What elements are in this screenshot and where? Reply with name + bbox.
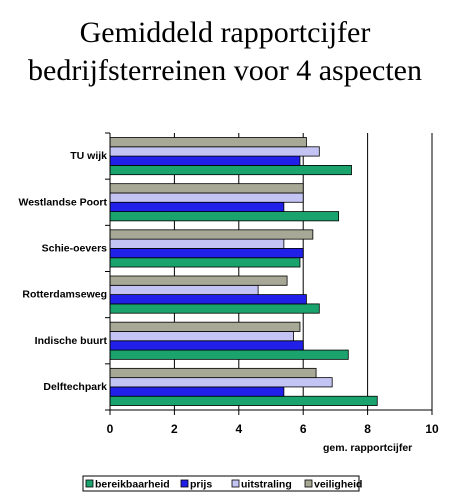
bar-veiligheid-1: [109, 183, 304, 194]
bar-bereikbaarheid-5: [109, 395, 378, 406]
category-label-5: Delftechpark: [43, 381, 107, 393]
legend-swatch-uitstraling: [231, 479, 240, 488]
x-tick-label-4: 4: [235, 422, 242, 436]
bar-uitstraling-4: [109, 331, 294, 342]
bar-uitstraling-0: [109, 146, 320, 157]
bar-bereikbaarheid-2: [109, 257, 301, 268]
x-tick-label-8: 8: [364, 422, 371, 436]
x-axis-title: gem. rapportcijfer: [323, 442, 412, 454]
bar-bereikbaarheid-3: [109, 303, 320, 314]
legend-label-bereikbaarheid: bereikbaarheid: [95, 479, 170, 491]
chart-title: Gemiddeld rapportcijfer bedrijfsterreine…: [0, 14, 450, 90]
bar-uitstraling-3: [109, 284, 259, 295]
bar-veiligheid-2: [109, 229, 314, 240]
bar-prijs-4: [109, 340, 304, 351]
bar-uitstraling-5: [109, 377, 333, 388]
bar-uitstraling-2: [109, 238, 285, 249]
axes: [105, 132, 433, 415]
category-label-4: Indische buurt: [35, 335, 108, 347]
legend-label-prijs: prijs: [190, 479, 212, 491]
bar-uitstraling-1: [109, 192, 304, 203]
x-tick-label-2: 2: [171, 422, 178, 436]
bar-prijs-3: [109, 294, 307, 305]
legend-swatch-bereikbaarheid: [85, 479, 94, 488]
bars: [109, 137, 378, 406]
bar-prijs-0: [109, 155, 301, 166]
legend-swatch-veiligheid: [304, 479, 313, 488]
bar-bereikbaarheid-0: [109, 164, 352, 176]
chart-title-line-1: Gemiddeld rapportcijfer: [79, 16, 371, 49]
bar-bereikbaarheid-4: [109, 349, 349, 360]
legend-label-veiligheid: veiligheid: [314, 479, 362, 491]
bar-veiligheid-0: [109, 137, 307, 148]
bar-prijs-1: [109, 201, 285, 212]
bar-veiligheid-5: [109, 367, 317, 379]
chart-title-line-2: bedrijfsterreinen voor 4 aspecten: [28, 54, 422, 87]
category-label-1: Westlandse Poort: [19, 196, 108, 208]
x-tick-label-0: 0: [107, 422, 114, 436]
legend-box: [82, 475, 360, 492]
legend-swatch-prijs: [180, 479, 189, 488]
legend: bereikbaarheid prijs uitstraling veiligheid: [82, 475, 362, 492]
category-label-0: TU wijk: [70, 150, 107, 162]
x-tick-label-6: 6: [300, 422, 307, 436]
category-label-3: Rotterdamseweg: [22, 289, 107, 301]
bar-bereikbaarheid-1: [109, 211, 340, 222]
bar-veiligheid-3: [109, 275, 288, 286]
gridlines: [173, 133, 433, 410]
bar-prijs-5: [109, 386, 285, 397]
x-tick-label-10: 10: [425, 422, 439, 436]
bar-prijs-2: [109, 248, 304, 259]
bar-veiligheid-4: [109, 321, 301, 332]
labels: 0 2 4 6 8 10 TU wijk Westlandse Poort Schie-oeve…: [19, 150, 439, 436]
category-label-2: Schie-oevers: [42, 242, 108, 254]
legend-label-uitstraling: uitstraling: [241, 479, 292, 491]
